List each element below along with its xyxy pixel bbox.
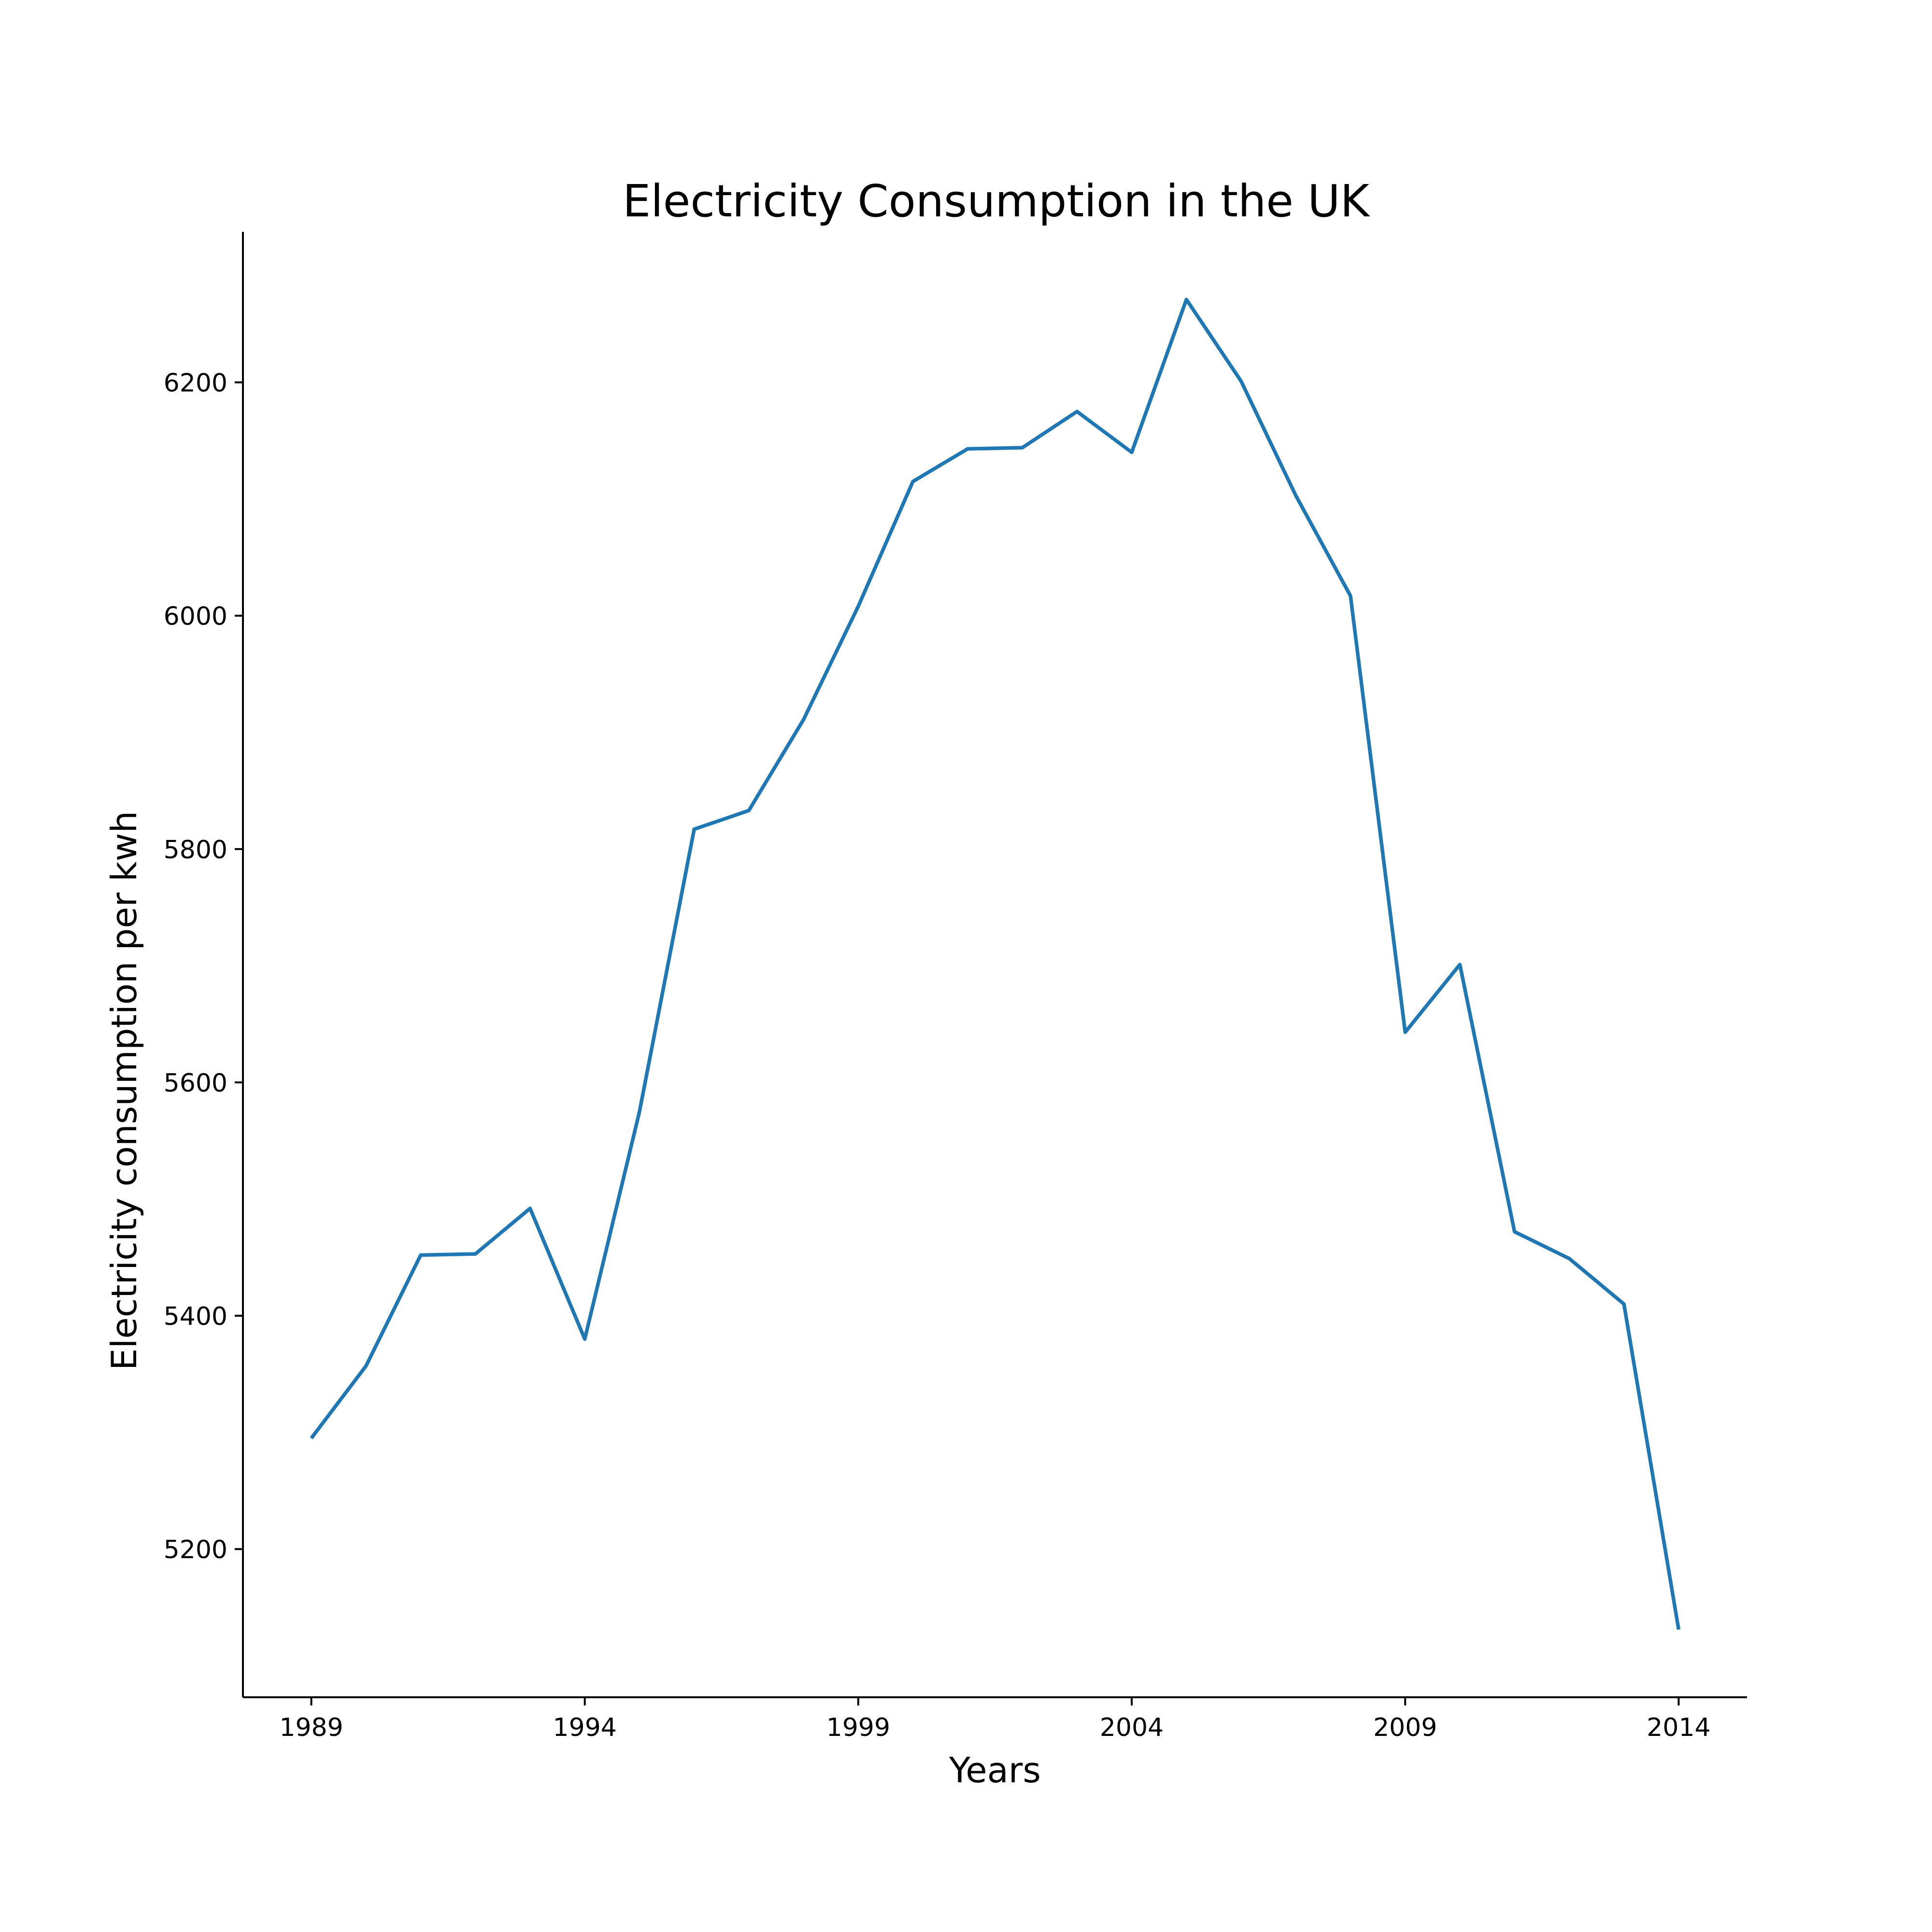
y-tick-label: 6200	[164, 369, 227, 398]
x-tick-label: 1994	[553, 1713, 617, 1742]
x-axis-label: Years	[949, 1750, 1041, 1790]
y-axis-label: Electricity consumption per kwh	[104, 811, 144, 1370]
y-tick-label: 5400	[164, 1302, 227, 1331]
y-tick-label: 5800	[164, 836, 227, 865]
x-tick-label: 2009	[1373, 1713, 1437, 1742]
x-tick-label: 2004	[1100, 1713, 1164, 1742]
series-line	[310, 298, 1681, 1630]
x-axis-ticks: 1989 1994 1999 2004 2009 2014	[279, 1697, 1711, 1742]
x-tick-label: 1989	[279, 1713, 343, 1742]
y-axis-ticks: 5200 5400 5600 5800 6000 6200	[164, 369, 243, 1564]
y-tick-label: 5200	[164, 1535, 227, 1564]
x-tick-label: 1999	[826, 1713, 890, 1742]
plot-area: 1989 1994 1999 2004 2009 2014 5200 5400 5600 580…	[164, 232, 1747, 1742]
chart-title: Electricity Consumption in the UK	[623, 175, 1370, 227]
y-tick-label: 6000	[164, 602, 227, 631]
y-tick-label: 5600	[164, 1069, 227, 1098]
x-tick-label: 2014	[1647, 1713, 1710, 1742]
